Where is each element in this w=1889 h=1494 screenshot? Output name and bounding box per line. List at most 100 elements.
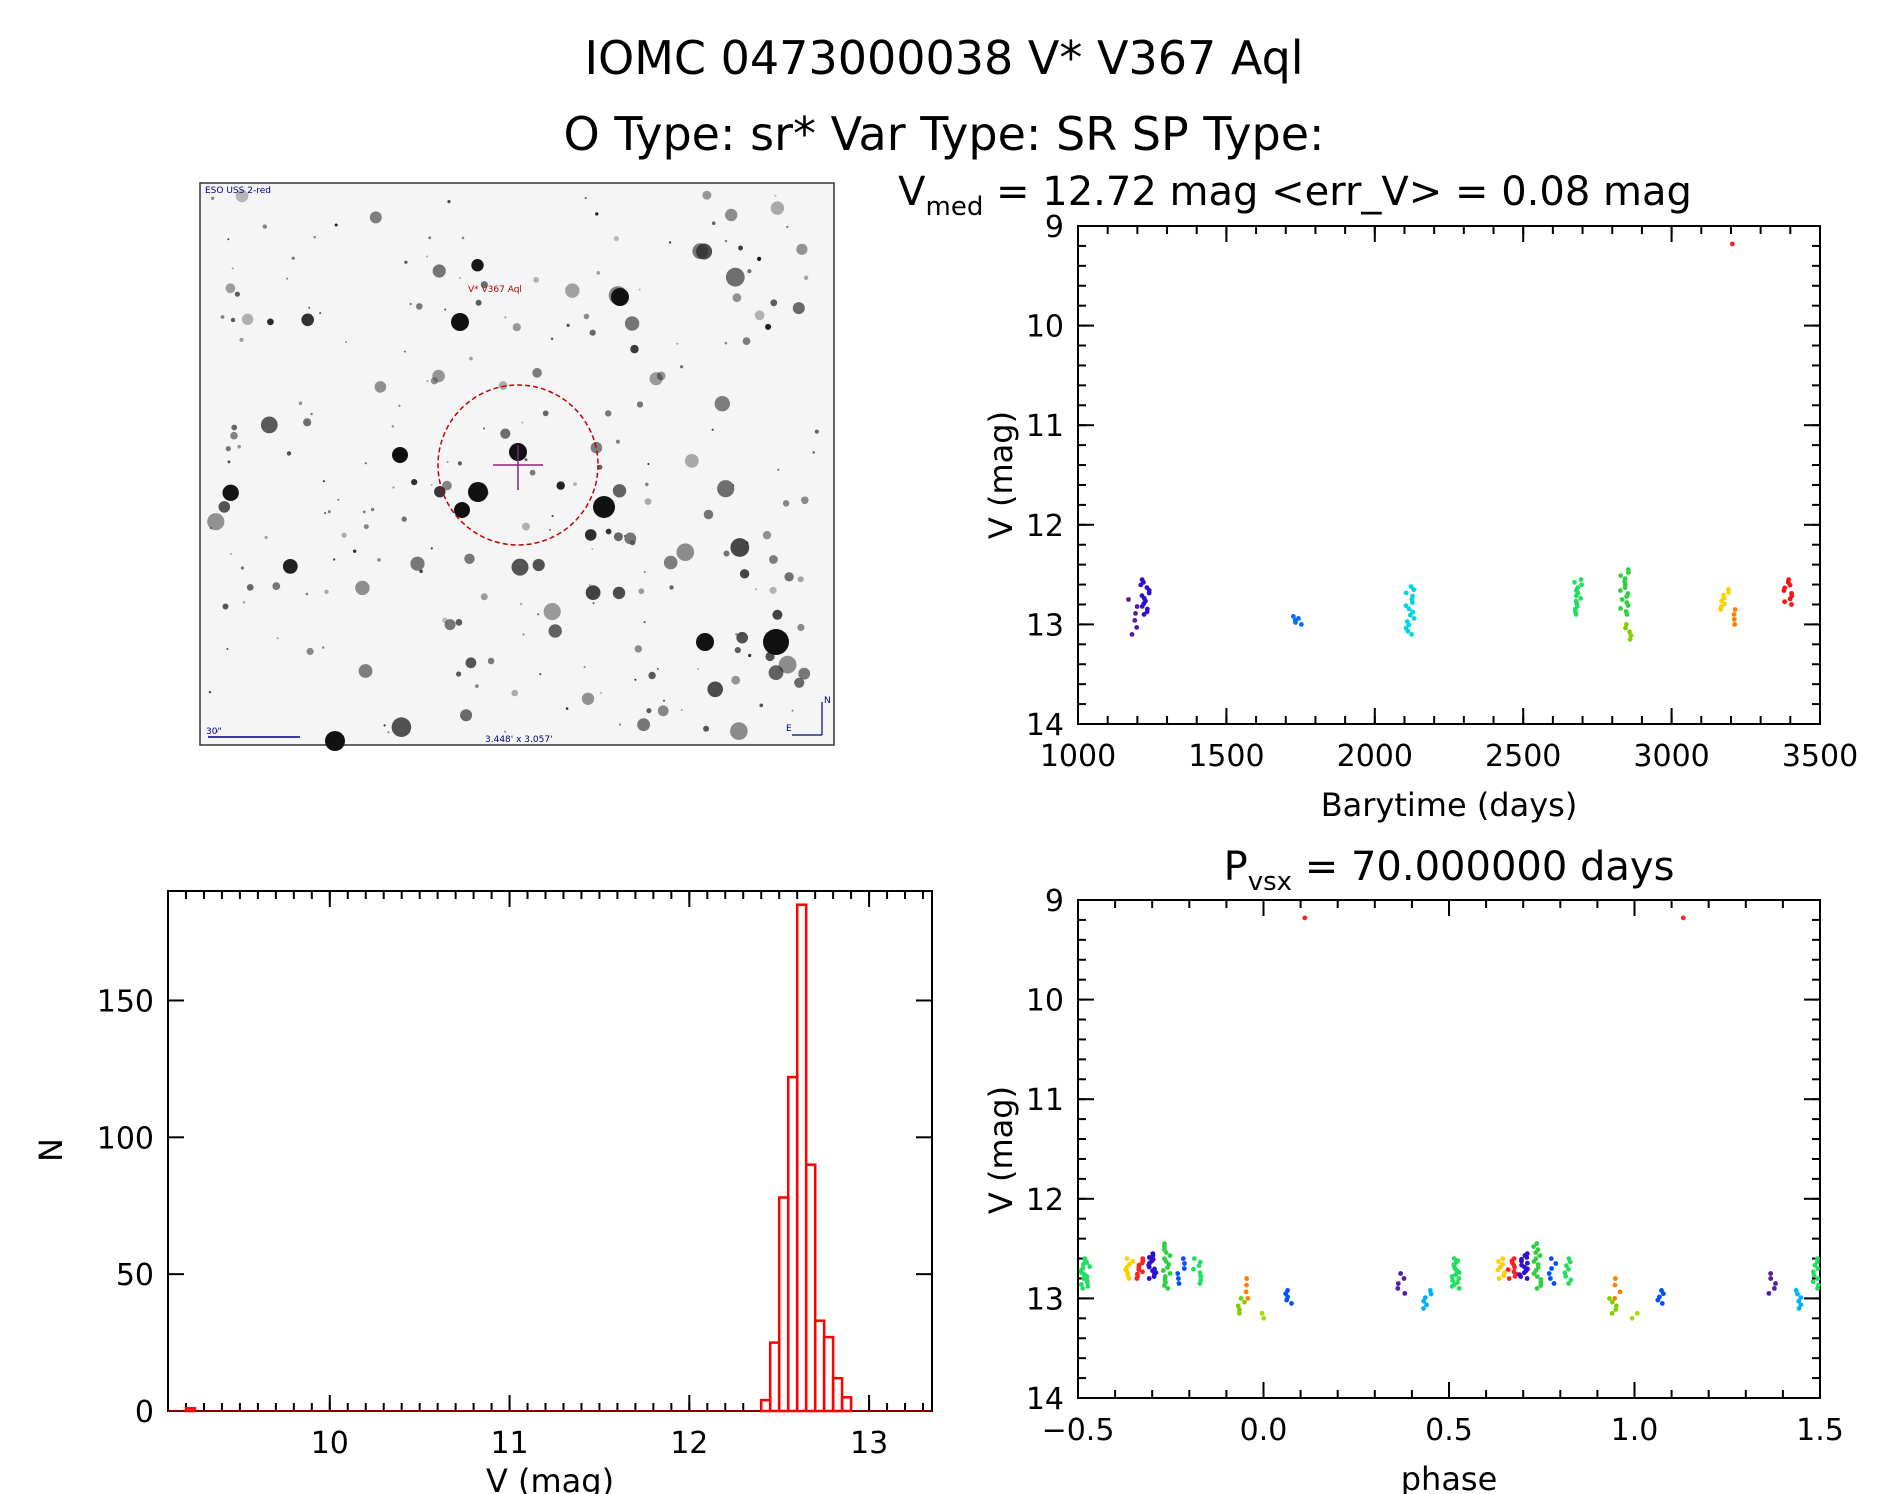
lc-point [1129,632,1135,637]
phase-curve-panel: Pvsx = 70.000000 days −0.5 0.0 0.5 1.0 1.5 9 1… [982,844,1844,1494]
sky-star [237,444,241,449]
phase-curve-xlabel: phase [1401,1460,1498,1494]
sky-star [303,418,312,427]
ph-point [1551,1281,1557,1286]
sky-star [769,586,777,594]
lc-point [1731,612,1737,617]
sky-star [646,708,652,714]
sky-star [471,259,484,272]
ph-point [1181,1266,1187,1271]
north-label: N [824,696,831,706]
sky-star [596,271,601,275]
sky-star [282,559,298,574]
lc-point [1132,618,1138,623]
sky-star [711,428,714,431]
sky-star [246,584,254,591]
sky-star [451,313,469,331]
ph-point [1793,1288,1799,1293]
sky-star [521,421,524,424]
sky-star [591,548,594,550]
ph-point [1244,1276,1249,1281]
sky-star [657,705,669,717]
sky-star [725,208,738,222]
sky-star [551,514,554,517]
ph-ytick-label: 9 [1045,884,1064,919]
ph-point [1284,1297,1290,1303]
phase-curve-axes [1077,899,1821,1399]
lc-xtick-label: 3500 [1782,739,1858,774]
ph-ytick-label: 11 [1026,1083,1064,1118]
sky-star [656,371,666,381]
sky-star [645,482,649,487]
lc-point [1618,573,1624,578]
sky-star [434,486,446,498]
sky-star [458,276,461,279]
lc-point [1579,582,1584,588]
lc-point [1578,577,1584,582]
sky-star [469,356,473,361]
field-size-label: 3.448' x 3.057' [485,735,553,745]
sky-star [447,200,451,204]
sky-star [612,586,626,600]
lc-point [1406,606,1412,612]
ph-point [1191,1266,1196,1272]
sky-star [770,201,785,215]
sky-star [757,256,762,261]
sky-star [475,684,479,688]
sky-star [662,699,666,702]
sky-star [500,428,511,439]
sky-star [759,703,764,708]
sky-star [398,404,401,407]
ph-point [1244,1282,1249,1288]
histogram-xlabel: V (mag) [486,1462,614,1494]
ph-point [1772,1286,1777,1291]
ph-xtick-label: −0.5 [1042,1413,1115,1448]
sky-star [239,337,244,342]
sky-star [768,665,784,681]
sky-star [747,269,752,274]
ph-point [1456,1276,1462,1281]
lc-ytick-label: 11 [1026,409,1064,444]
sky-star [630,344,639,354]
sky-image-panel: ESO USS 2-red V* V367 Aql 30" 3.448' x 3… [199,182,835,751]
sky-star [542,410,549,417]
sky-star [798,667,811,680]
ph-point [1531,1244,1536,1249]
sky-star [630,539,636,546]
sky-star [638,288,641,291]
sky-star [624,316,640,331]
sky-star [464,553,475,564]
ph-point [1629,1315,1635,1321]
sky-star [410,556,425,571]
sky-star [777,468,780,471]
sky-star [543,603,561,621]
sky-star [310,412,313,416]
sky-star [369,211,382,224]
ph-point [1609,1299,1615,1305]
ph-xtick-label: 1.0 [1611,1413,1659,1448]
sky-star [377,558,381,562]
ph-point [1245,1296,1251,1301]
sky-star [529,469,536,476]
histogram-axes [167,890,933,1412]
lc-point [1138,582,1144,588]
sky-star [736,631,748,644]
ph-ytick-label: 12 [1026,1183,1064,1218]
lc-point [1626,570,1631,575]
sky-star [532,558,545,572]
ph-point [1196,1263,1202,1269]
ph-point [1495,1267,1501,1273]
sky-star [324,589,329,594]
ph-point [1165,1265,1170,1270]
phase-curve-title: Pvsx = 70.000000 days [1224,844,1675,897]
sky-star [230,431,238,440]
phase-curve-ticks: −0.5 0.0 0.5 1.0 1.5 9 10 11 12 13 14 [1026,884,1844,1448]
sky-star [676,543,695,561]
ph-point [1612,1282,1618,1288]
sky-star [589,329,596,336]
sky-star [550,337,554,341]
sky-star [291,256,295,260]
sky-star [812,451,815,454]
ph-point [1175,1271,1181,1276]
ph-point [1085,1284,1091,1289]
